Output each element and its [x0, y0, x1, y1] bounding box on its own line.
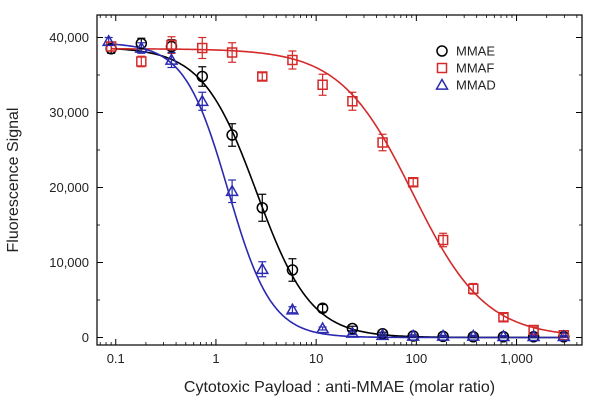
point-mmad [285, 302, 300, 315]
point-mmae [226, 129, 238, 141]
point-mmad [134, 40, 149, 53]
x-axis-label: Cytotoxic Payload : anti-MMAE (molar rat… [184, 379, 495, 396]
legend: MMAE MMAF MMAD [435, 44, 496, 93]
point-mmad [526, 329, 541, 342]
legend-marker-mmae [436, 45, 448, 57]
point-mmad [436, 328, 450, 341]
fit-curves [108, 43, 564, 339]
point-mmad [466, 328, 481, 341]
point-mmae [346, 322, 359, 335]
point-mmaf [407, 177, 419, 188]
fit-curve-mmae [111, 47, 564, 339]
x-tick-label: 10 [309, 351, 323, 366]
point-mmae [316, 302, 329, 314]
point-mmae [135, 37, 148, 50]
point-mmad [375, 328, 390, 341]
point-mmad [496, 329, 511, 342]
legend-marker-mmaf [436, 62, 448, 74]
point-mmaf [166, 39, 177, 51]
x-tick-label: 1,000 [500, 351, 533, 366]
point-mmaf [197, 42, 208, 54]
point-mmad [225, 184, 239, 197]
y-tick-label: 40,000 [49, 30, 89, 45]
y-tick-label: 20,000 [49, 180, 89, 195]
point-mmaf [377, 137, 388, 148]
point-mmad [164, 52, 179, 65]
x-tick-label: 0.1 [107, 351, 125, 366]
point-mmad [195, 94, 210, 107]
legend-label-mmad: MMAD [456, 78, 496, 93]
point-mmad [345, 325, 360, 338]
point-mmaf [136, 56, 147, 67]
point-mmae [196, 70, 209, 83]
x-tick-label: 1 [212, 351, 219, 366]
point-mmae [286, 264, 299, 276]
point-mmaf [105, 41, 117, 52]
point-mmaf [528, 324, 539, 336]
point-mmad [255, 262, 270, 275]
point-mmaf [257, 71, 268, 82]
point-mmaf [347, 96, 358, 107]
point-mmaf [226, 47, 238, 58]
error-bars [104, 36, 568, 339]
point-mmae [256, 202, 269, 214]
point-mmad [315, 321, 330, 334]
x-tick-label: 100 [405, 351, 427, 366]
legend-label-mmae: MMAE [456, 44, 495, 59]
point-mmaf [317, 79, 328, 90]
axes: 0.1 1 10 100 1,000 0 10,000 20,000 30,000 40,000 [49, 15, 582, 366]
y-tick-label: 0 [82, 330, 89, 345]
y-tick-label: 30,000 [49, 105, 89, 120]
plot-frame [96, 14, 583, 346]
point-mmaf [437, 234, 449, 246]
fit-curve-mmad [108, 43, 564, 339]
point-mmaf [287, 54, 298, 66]
legend-marker-mmad [435, 77, 449, 90]
legend-label-mmaf: MMAF [456, 61, 494, 76]
point-mmad [101, 34, 116, 47]
point-mmaf [498, 312, 509, 323]
point-mmad [406, 328, 420, 341]
point-mmad [556, 329, 571, 342]
data-markers [101, 34, 571, 343]
fit-curve-mmaf [111, 48, 564, 334]
y-axis-label: Fluorescence Signal [5, 108, 22, 253]
point-mmaf [468, 283, 479, 294]
y-tick-label: 10,000 [49, 255, 89, 270]
